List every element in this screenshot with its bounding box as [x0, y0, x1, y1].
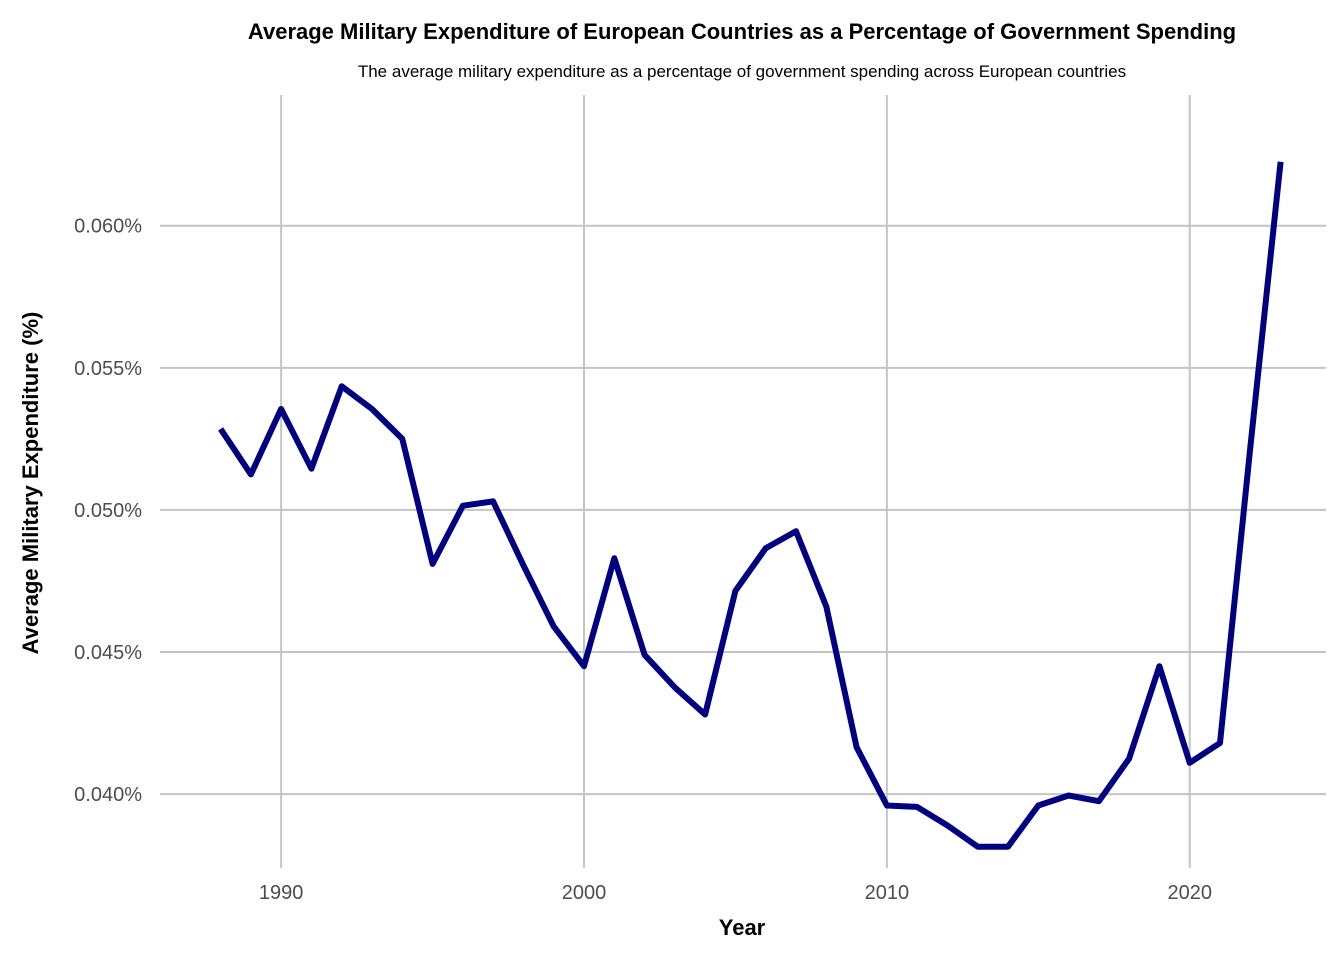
y-gridlines — [160, 224, 1326, 796]
y-tick-label: 0.060% — [74, 216, 142, 238]
series-lines — [218, 161, 1284, 850]
y-tick-label: 0.050% — [74, 500, 142, 522]
x-tick-label: 2000 — [562, 882, 607, 904]
x-gridlines — [280, 95, 1191, 868]
y-tick-label: 0.045% — [74, 642, 142, 664]
series-line — [218, 161, 1284, 850]
y-tick-label: 0.040% — [74, 784, 142, 806]
y-axis-title: Average Military Expenditure (%) — [18, 312, 43, 655]
x-axis-title: Year — [719, 915, 766, 940]
x-axis-tick-labels: 1990 2000 2010 2020 — [259, 882, 1212, 904]
y-tick-label: 0.055% — [74, 358, 142, 380]
chart-title: Average Military Expenditure of European… — [248, 19, 1236, 44]
x-tick-label: 1990 — [259, 882, 304, 904]
x-tick-label: 2020 — [1167, 882, 1212, 904]
chart-subtitle: The average military expenditure as a pe… — [358, 62, 1126, 81]
x-tick-label: 2010 — [865, 882, 910, 904]
y-axis-tick-labels: 0.040% 0.045% 0.050% 0.055% 0.060% — [74, 216, 142, 806]
